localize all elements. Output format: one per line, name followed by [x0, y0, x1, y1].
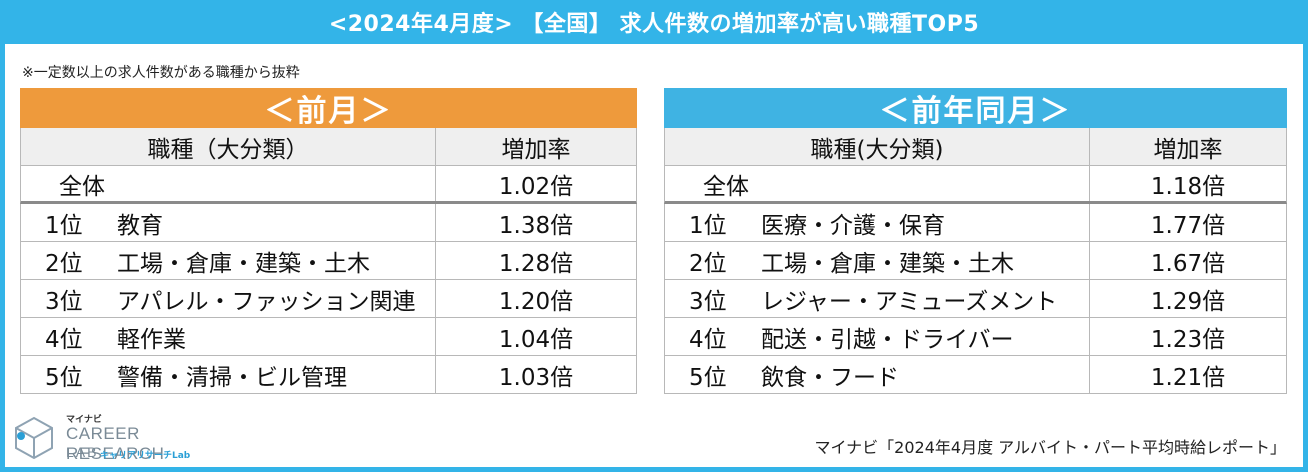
rank-label: 5位: [45, 364, 83, 391]
rate-cell: 1.20倍: [498, 288, 574, 315]
job-name: 工場・倉庫・建築・土木: [117, 250, 370, 277]
rank-label: 4位: [689, 326, 727, 353]
job-cell: 4位 配送・引越・ドライバー: [665, 318, 1090, 355]
job-name: 配送・引越・ドライバー: [761, 326, 1014, 353]
job-name: 軽作業: [117, 326, 186, 353]
ranking-row: 4位 軽作業 1.04倍: [20, 318, 637, 356]
ranking-row: 5位 警備・清掃・ビル管理 1.03倍: [20, 356, 637, 394]
footnote: ※一定数以上の求人件数がある職種から抜粋: [22, 65, 300, 81]
job-name: 飲食・フード: [761, 364, 899, 391]
job-cell: 5位 警備・清掃・ビル管理: [21, 356, 436, 393]
rate-cell: 1.38倍: [498, 212, 574, 239]
rate-cell: 1.23倍: [1150, 326, 1226, 353]
job-name: 警備・清掃・ビル管理: [117, 364, 347, 391]
ranking-row: 3位 レジャー・アミューズメント 1.29倍: [664, 280, 1287, 318]
rate-cell: 1.04倍: [498, 326, 574, 353]
total-label: 全体: [21, 166, 436, 201]
ranking-row: 3位 アパレル・ファッション関連 1.20倍: [20, 280, 637, 318]
logo-main-text: CAREER RESEARCH: [66, 424, 165, 463]
rank-label: 4位: [45, 326, 83, 353]
column-header-row: 職種（大分類） 増加率: [20, 128, 637, 166]
total-rate: 1.18倍: [1150, 173, 1226, 200]
total-rate: 1.02倍: [498, 173, 574, 200]
job-cell: 1位 教育: [21, 204, 436, 241]
column-header-row: 職種(大分類) 増加率: [664, 128, 1287, 166]
table-header-same-month-last-year: ＜前年同月＞: [664, 88, 1287, 129]
page-title: <2024年4月度> 【全国】 求人件数の増加率が高い職種TOP5: [0, 0, 1308, 44]
cube-logo-icon: [15, 416, 53, 460]
job-name: レジャー・アミューズメント: [761, 288, 1058, 315]
table-same-month-last-year: ＜前年同月＞ 職種(大分類) 増加率 全体 1.18倍 1位 医療・介護・保育 1.…: [664, 88, 1287, 394]
job-cell: 3位 レジャー・アミューズメント: [665, 280, 1090, 317]
logo-lab-text: LAB: [66, 444, 99, 460]
total-row: 全体 1.18倍: [664, 166, 1287, 204]
rank-label: 2位: [689, 250, 727, 277]
rank-label: 3位: [689, 288, 727, 315]
career-research-lab-logo: マイナビ CAREER RESEARCH LAB キャリアリサーチLab: [8, 412, 218, 464]
rank-label: 5位: [689, 364, 727, 391]
rank-label: 3位: [45, 288, 83, 315]
logo-brand-small: マイナビ: [66, 415, 102, 425]
job-cell: 2位 工場・倉庫・建築・土木: [665, 242, 1090, 279]
ranking-row: 4位 配送・引越・ドライバー 1.23倍: [664, 318, 1287, 356]
job-name: 教育: [117, 212, 163, 239]
ranking-row: 2位 工場・倉庫・建築・土木 1.28倍: [20, 242, 637, 280]
job-cell: 2位 工場・倉庫・建築・土木: [21, 242, 436, 279]
ranking-row: 1位 教育 1.38倍: [20, 204, 637, 242]
total-row: 全体 1.02倍: [20, 166, 637, 204]
job-name: 医療・介護・保育: [761, 212, 945, 239]
rate-cell: 1.03倍: [498, 364, 574, 391]
rate-cell: 1.28倍: [498, 250, 574, 277]
column-header-rate: 増加率: [1153, 136, 1223, 163]
source-citation: マイナビ「2024年4月度 アルバイト・パート平均時給レポート」: [814, 438, 1286, 457]
total-label: 全体: [665, 166, 1090, 201]
rate-cell: 1.67倍: [1150, 250, 1226, 277]
table-previous-month: ＜前月＞ 職種（大分類） 増加率 全体 1.02倍 1位 教育 1.38倍 2位 工場・…: [20, 88, 637, 394]
job-cell: 3位 アパレル・ファッション関連: [21, 280, 436, 317]
column-header-job: 職種（大分類）: [21, 128, 436, 165]
ranking-row: 1位 医療・介護・保育 1.77倍: [664, 204, 1287, 242]
rate-cell: 1.29倍: [1150, 288, 1226, 315]
rank-label: 2位: [45, 250, 83, 277]
table-header-previous-month: ＜前月＞: [20, 88, 637, 129]
column-header-job: 職種(大分類): [665, 128, 1090, 165]
rate-cell: 1.77倍: [1150, 212, 1226, 239]
job-name: アパレル・ファッション関連: [117, 288, 416, 315]
job-cell: 4位 軽作業: [21, 318, 436, 355]
column-header-rate: 増加率: [501, 136, 571, 163]
rate-cell: 1.21倍: [1150, 364, 1226, 391]
job-cell: 5位 飲食・フード: [665, 356, 1090, 393]
job-name: 工場・倉庫・建築・土木: [761, 250, 1014, 277]
job-cell: 1位 医療・介護・保育: [665, 204, 1090, 241]
ranking-row: 5位 飲食・フード 1.21倍: [664, 356, 1287, 394]
rank-label: 1位: [689, 212, 727, 239]
rank-label: 1位: [45, 212, 83, 239]
logo-sub-text: キャリアリサーチLab: [100, 451, 191, 461]
ranking-row: 2位 工場・倉庫・建築・土木 1.67倍: [664, 242, 1287, 280]
